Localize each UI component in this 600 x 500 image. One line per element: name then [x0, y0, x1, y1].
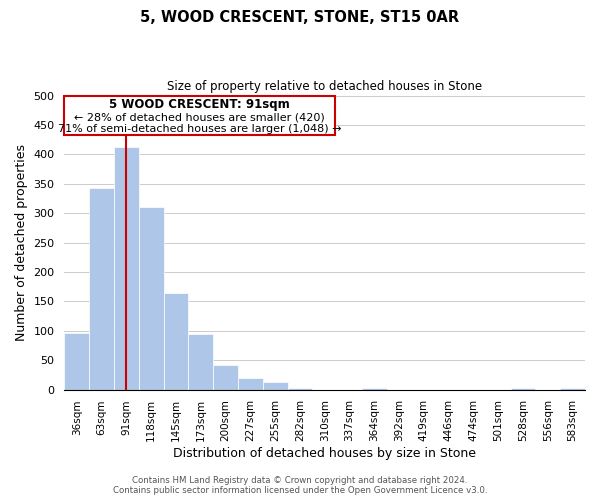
Bar — [89, 188, 114, 390]
Text: 5 WOOD CRESCENT: 91sqm: 5 WOOD CRESCENT: 91sqm — [109, 98, 290, 112]
Y-axis label: Number of detached properties: Number of detached properties — [15, 144, 28, 341]
Bar — [560, 388, 585, 390]
Bar — [511, 388, 535, 390]
Text: Contains HM Land Registry data © Crown copyright and database right 2024.
Contai: Contains HM Land Registry data © Crown c… — [113, 476, 487, 495]
Bar — [188, 334, 213, 390]
Bar — [139, 206, 164, 390]
Title: Size of property relative to detached houses in Stone: Size of property relative to detached ho… — [167, 80, 482, 93]
Bar — [362, 388, 386, 390]
Bar — [213, 365, 238, 390]
Bar — [164, 293, 188, 390]
FancyBboxPatch shape — [64, 96, 335, 136]
Text: ← 28% of detached houses are smaller (420): ← 28% of detached houses are smaller (42… — [74, 112, 325, 122]
Bar — [64, 332, 89, 390]
X-axis label: Distribution of detached houses by size in Stone: Distribution of detached houses by size … — [173, 447, 476, 460]
Text: 5, WOOD CRESCENT, STONE, ST15 0AR: 5, WOOD CRESCENT, STONE, ST15 0AR — [140, 10, 460, 25]
Text: 71% of semi-detached houses are larger (1,048) →: 71% of semi-detached houses are larger (… — [58, 124, 341, 134]
Bar — [263, 382, 287, 390]
Bar — [114, 148, 139, 390]
Bar — [238, 378, 263, 390]
Bar — [287, 388, 313, 390]
